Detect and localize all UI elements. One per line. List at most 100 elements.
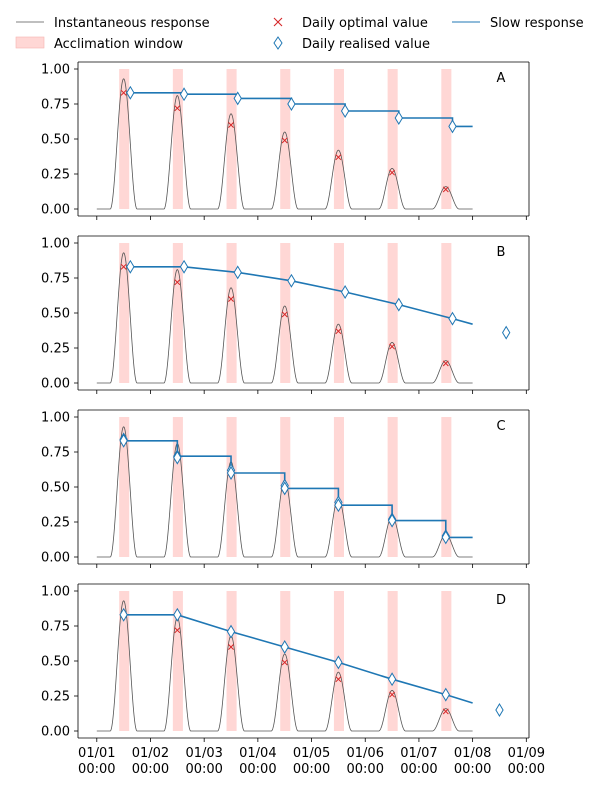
x-tick-label-date: 01/04 (239, 746, 276, 761)
daily-realised-marker (340, 285, 350, 299)
x-tick-label-date: 01/09 (508, 746, 545, 761)
y-tick-label: 0.00 (41, 551, 70, 566)
daily-optimal-marker (281, 659, 288, 666)
panels: 0.00 0.25 0.50 0.75 1.00 A 0.00 0.25 0.50 0.75 1.0… (41, 61, 545, 777)
instantaneous-response-line (96, 78, 473, 210)
x-tick-label-time: 00:00 (78, 762, 115, 777)
x-tick-label-date: 01/02 (132, 746, 169, 761)
panel-label: B (497, 245, 506, 260)
daily-optimal-marker (389, 169, 396, 176)
x-tick-label-time: 00:00 (132, 762, 169, 777)
acclimation-window (333, 243, 344, 383)
daily-realised-marker (280, 481, 289, 496)
y-tick-label: 0.75 (41, 620, 70, 635)
x-tick-label-time: 00:00 (239, 762, 276, 777)
y-tick-label: 0.25 (41, 168, 70, 183)
legend-entry-slow: Slow response (452, 16, 584, 31)
y-tick-label: 0.75 (41, 272, 70, 287)
y-tick-label: 0.00 (41, 377, 70, 392)
x-tick-label-time: 00:00 (185, 762, 222, 777)
legend: Instantaneous response Acclimation window… (15, 16, 584, 52)
daily-realised-marker (501, 325, 511, 340)
daily-realised-marker (173, 607, 182, 622)
daily-optimal-marker (442, 360, 449, 367)
slow-response-line (123, 440, 473, 539)
daily-realised-marker (394, 111, 403, 125)
x-tick-label-time: 00:00 (454, 762, 491, 777)
acclimation-window (441, 417, 452, 557)
daily-realised-marker (233, 265, 242, 280)
daily-realised-marker (387, 513, 397, 528)
panel-a: 0.00 0.25 0.50 0.75 1.00 A (41, 61, 530, 220)
acclimation-window (280, 69, 291, 209)
daily-realised-marker (387, 672, 397, 687)
daily-realised-marker (173, 450, 182, 465)
daily-optimal-marker (120, 263, 127, 270)
instantaneous-response-line (96, 252, 473, 384)
slow-response-line (130, 92, 473, 128)
x-tick-label-date: 01/01 (78, 746, 115, 761)
daily-optimal-marker (228, 122, 234, 128)
y-tick-label: 0.75 (41, 446, 70, 461)
y-tick-label: 0.25 (41, 342, 70, 357)
legend-label-realised: Daily realised value (302, 37, 430, 52)
acclimation-window (226, 417, 237, 557)
legend-label-slow: Slow response (490, 16, 584, 31)
y-tick-label: 1.00 (41, 237, 70, 252)
daily-realised-marker (119, 433, 128, 448)
y-tick-label: 0.00 (41, 203, 70, 218)
daily-optimal-marker (174, 105, 181, 112)
acclimation-window (119, 591, 130, 731)
legend-entry-window: Acclimation window (15, 36, 184, 52)
legend-entry-realised: Daily realised value (273, 36, 430, 52)
daily-realised-marker (340, 104, 350, 118)
daily-optimal-marker (442, 186, 449, 193)
daily-realised-marker (233, 91, 242, 106)
x-tick-label-time: 00:00 (347, 762, 384, 777)
daily-realised-marker (441, 687, 450, 702)
daily-realised-marker (334, 655, 343, 670)
y-tick-label: 0.75 (41, 98, 70, 113)
daily-realised-marker (119, 607, 128, 622)
instantaneous-response-line (96, 600, 473, 732)
acclimation-window (172, 243, 183, 383)
daily-realised-marker (441, 530, 450, 545)
daily-optimal-marker (228, 296, 234, 302)
acclimation-window (172, 417, 183, 557)
acclimation-window (441, 243, 452, 383)
acclimation-window (119, 417, 130, 557)
legend-swatch-realised (273, 36, 283, 50)
daily-realised-marker (226, 466, 236, 480)
y-tick-label: 1.00 (41, 63, 70, 78)
x-tick-label-time: 00:00 (293, 762, 330, 777)
x-tick-label-date: 01/06 (347, 746, 384, 761)
acclimation-window (387, 69, 398, 209)
acclimation-window (280, 243, 291, 383)
daily-realised-marker (280, 640, 289, 654)
daily-optimal-marker (389, 691, 396, 698)
legend-entry-optimal: Daily optimal value (273, 16, 428, 31)
daily-realised-marker (126, 85, 135, 100)
acclimation-window (226, 243, 237, 383)
y-tick-label: 0.25 (41, 516, 70, 531)
legend-label-window: Acclimation window (54, 37, 184, 52)
daily-realised-marker (287, 97, 296, 111)
acclimation-window (280, 591, 291, 731)
panel-label: A (497, 71, 506, 86)
panel-b: 0.00 0.25 0.50 0.75 1.00 B (41, 235, 530, 394)
acclimation-window (441, 591, 452, 731)
acclimation-window (172, 69, 183, 209)
daily-optimal-marker (281, 311, 288, 318)
panel-d: 0.000.250.500.751.0001/0100:0001/0200:00… (41, 583, 545, 777)
acclimation-window (119, 243, 130, 383)
acclimation-window (333, 417, 344, 557)
daily-optimal-marker (228, 644, 234, 650)
acclimation-window (119, 69, 130, 209)
daily-realised-marker (448, 119, 457, 134)
acclimation-window (226, 591, 237, 731)
slow-response-line (130, 266, 473, 325)
y-tick-label: 0.50 (41, 481, 70, 496)
panel-plot-area (96, 69, 473, 210)
daily-optimal-marker (281, 137, 288, 144)
